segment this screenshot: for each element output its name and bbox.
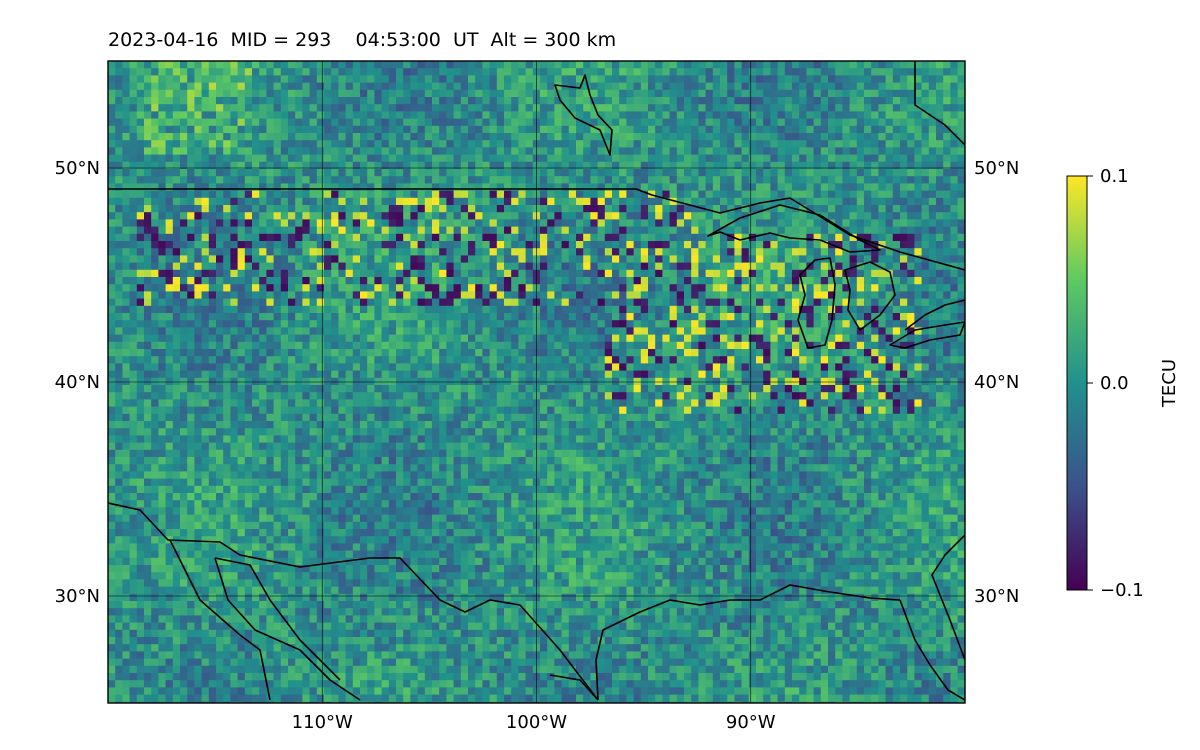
gulf-of-california (214, 557, 361, 701)
florida-coast (899, 599, 965, 701)
east-coast (931, 534, 965, 661)
lat-tick-label-right: 40°N (974, 372, 1019, 393)
colorbar-ticks: 0.1 0.0 −0.1 (1087, 166, 1144, 601)
coastlines (108, 61, 965, 701)
lake-erie (889, 321, 965, 349)
baja-coast (169, 539, 271, 701)
coast-line (914, 61, 965, 146)
map-title: 2023-04-16 MID = 293 04:53:00 UT Alt = 3… (108, 29, 617, 51)
colorbar (1066, 175, 1088, 591)
lat-tick-label-right: 50°N (974, 158, 1019, 179)
gridlines (108, 61, 965, 703)
longitude-ticks: 110°W 100°W 90°W (292, 712, 776, 733)
lake-superior (707, 204, 881, 253)
colorbar-tick-label: −0.1 (1100, 580, 1144, 601)
lat-tick-label-left: 30°N (55, 586, 100, 607)
lake-ontario (904, 299, 965, 331)
colorbar-tick-label: 0.0 (1100, 373, 1129, 394)
border-line (108, 188, 965, 271)
lat-tick-label-left: 40°N (55, 372, 100, 393)
mexico-border (108, 502, 599, 701)
colorbar-tick-label: 0.1 (1100, 166, 1129, 187)
lon-tick-label: 110°W (292, 712, 353, 733)
tec-raster (108, 61, 965, 703)
baja-inner (214, 557, 341, 681)
colorbar-label: TECU (1159, 359, 1180, 408)
lon-tick-label: 100°W (506, 712, 567, 733)
gulf-coast (595, 584, 901, 701)
lake-michigan (797, 257, 836, 349)
lat-tick-label-right: 30°N (974, 586, 1019, 607)
lake-huron (844, 261, 896, 331)
lat-tick-label-left: 50°N (55, 158, 100, 179)
lake-outline (554, 74, 613, 156)
map-frame (107, 60, 966, 704)
lon-tick-label: 90°W (726, 712, 776, 733)
latitude-ticks: 50°N 50°N 40°N 40°N 30°N 30°N (55, 158, 1020, 607)
